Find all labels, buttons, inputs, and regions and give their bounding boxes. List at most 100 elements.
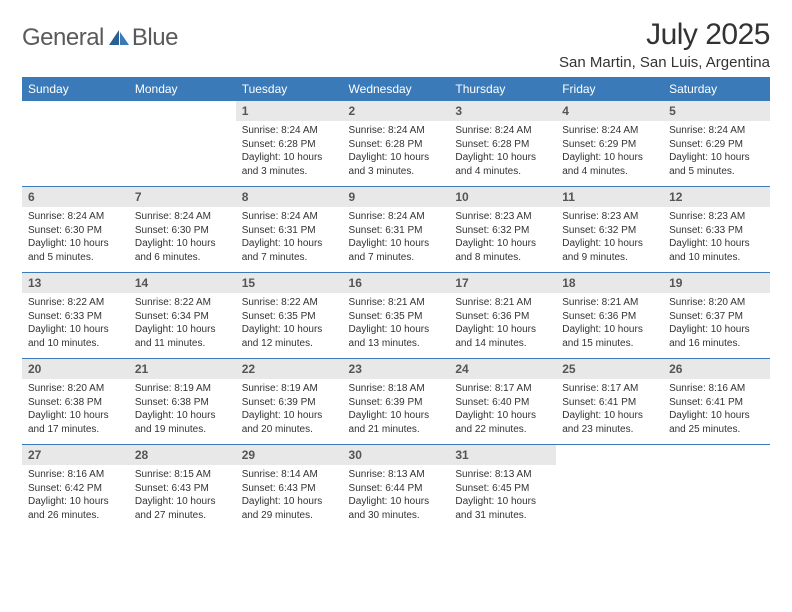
day-detail-cell: Sunrise: 8:18 AMSunset: 6:39 PMDaylight:… bbox=[343, 379, 450, 445]
daylight-line: Daylight: 10 hours and 13 minutes. bbox=[349, 323, 444, 350]
daylight-line: Daylight: 10 hours and 3 minutes. bbox=[349, 151, 444, 178]
sunset-line: Sunset: 6:31 PM bbox=[349, 224, 444, 238]
sunrise-line: Sunrise: 8:20 AM bbox=[28, 382, 123, 396]
day-number-cell: 2 bbox=[343, 101, 450, 121]
sail-icon bbox=[108, 29, 130, 47]
sunrise-line: Sunrise: 8:13 AM bbox=[349, 468, 444, 482]
sunset-line: Sunset: 6:28 PM bbox=[242, 138, 337, 152]
day-detail-cell: Sunrise: 8:24 AMSunset: 6:30 PMDaylight:… bbox=[22, 207, 129, 273]
sunrise-line: Sunrise: 8:17 AM bbox=[562, 382, 657, 396]
day-number-cell: 29 bbox=[236, 445, 343, 466]
day-detail-row: Sunrise: 8:24 AMSunset: 6:30 PMDaylight:… bbox=[22, 207, 770, 273]
sunset-line: Sunset: 6:35 PM bbox=[349, 310, 444, 324]
sunset-line: Sunset: 6:38 PM bbox=[28, 396, 123, 410]
daylight-line: Daylight: 10 hours and 11 minutes. bbox=[135, 323, 230, 350]
location-text: San Martin, San Luis, Argentina bbox=[559, 54, 770, 71]
day-detail-cell: Sunrise: 8:16 AMSunset: 6:42 PMDaylight:… bbox=[22, 465, 129, 530]
weekday-header: Tuesday bbox=[236, 77, 343, 101]
sunrise-line: Sunrise: 8:21 AM bbox=[562, 296, 657, 310]
daylight-line: Daylight: 10 hours and 8 minutes. bbox=[455, 237, 550, 264]
daylight-line: Daylight: 10 hours and 5 minutes. bbox=[28, 237, 123, 264]
sunrise-line: Sunrise: 8:19 AM bbox=[242, 382, 337, 396]
day-detail-cell: Sunrise: 8:13 AMSunset: 6:45 PMDaylight:… bbox=[449, 465, 556, 530]
sunset-line: Sunset: 6:36 PM bbox=[455, 310, 550, 324]
day-number-cell bbox=[129, 101, 236, 121]
sunrise-line: Sunrise: 8:13 AM bbox=[455, 468, 550, 482]
day-number-cell bbox=[22, 101, 129, 121]
daylight-line: Daylight: 10 hours and 12 minutes. bbox=[242, 323, 337, 350]
day-detail-cell: Sunrise: 8:24 AMSunset: 6:29 PMDaylight:… bbox=[556, 121, 663, 187]
day-detail-cell: Sunrise: 8:13 AMSunset: 6:44 PMDaylight:… bbox=[343, 465, 450, 530]
brand-logo: General Blue bbox=[22, 24, 178, 52]
sunset-line: Sunset: 6:38 PM bbox=[135, 396, 230, 410]
sunrise-line: Sunrise: 8:24 AM bbox=[135, 210, 230, 224]
day-detail-cell bbox=[129, 121, 236, 187]
day-detail-cell: Sunrise: 8:15 AMSunset: 6:43 PMDaylight:… bbox=[129, 465, 236, 530]
sunrise-line: Sunrise: 8:24 AM bbox=[669, 124, 764, 138]
daylight-line: Daylight: 10 hours and 30 minutes. bbox=[349, 495, 444, 522]
day-detail-cell: Sunrise: 8:24 AMSunset: 6:28 PMDaylight:… bbox=[449, 121, 556, 187]
day-detail-cell: Sunrise: 8:19 AMSunset: 6:39 PMDaylight:… bbox=[236, 379, 343, 445]
sunrise-line: Sunrise: 8:22 AM bbox=[28, 296, 123, 310]
daylight-line: Daylight: 10 hours and 10 minutes. bbox=[669, 237, 764, 264]
day-number-cell: 18 bbox=[556, 273, 663, 294]
daylight-line: Daylight: 10 hours and 4 minutes. bbox=[562, 151, 657, 178]
day-number-cell: 23 bbox=[343, 359, 450, 380]
day-number-cell: 27 bbox=[22, 445, 129, 466]
sunset-line: Sunset: 6:32 PM bbox=[455, 224, 550, 238]
day-detail-row: Sunrise: 8:20 AMSunset: 6:38 PMDaylight:… bbox=[22, 379, 770, 445]
day-detail-cell: Sunrise: 8:17 AMSunset: 6:41 PMDaylight:… bbox=[556, 379, 663, 445]
sunrise-line: Sunrise: 8:24 AM bbox=[28, 210, 123, 224]
daylight-line: Daylight: 10 hours and 5 minutes. bbox=[669, 151, 764, 178]
sunset-line: Sunset: 6:41 PM bbox=[562, 396, 657, 410]
day-number-cell: 25 bbox=[556, 359, 663, 380]
day-number-cell: 10 bbox=[449, 187, 556, 208]
sunrise-line: Sunrise: 8:24 AM bbox=[349, 210, 444, 224]
sunset-line: Sunset: 6:31 PM bbox=[242, 224, 337, 238]
sunrise-line: Sunrise: 8:24 AM bbox=[349, 124, 444, 138]
day-number-cell: 8 bbox=[236, 187, 343, 208]
day-number-cell: 4 bbox=[556, 101, 663, 121]
day-detail-cell: Sunrise: 8:17 AMSunset: 6:40 PMDaylight:… bbox=[449, 379, 556, 445]
sunrise-line: Sunrise: 8:18 AM bbox=[349, 382, 444, 396]
day-detail-cell bbox=[556, 465, 663, 530]
day-number-cell: 16 bbox=[343, 273, 450, 294]
day-detail-row: Sunrise: 8:22 AMSunset: 6:33 PMDaylight:… bbox=[22, 293, 770, 359]
sunset-line: Sunset: 6:44 PM bbox=[349, 482, 444, 496]
sunset-line: Sunset: 6:29 PM bbox=[669, 138, 764, 152]
day-detail-cell: Sunrise: 8:14 AMSunset: 6:43 PMDaylight:… bbox=[236, 465, 343, 530]
day-number-cell: 17 bbox=[449, 273, 556, 294]
day-detail-cell: Sunrise: 8:24 AMSunset: 6:31 PMDaylight:… bbox=[343, 207, 450, 273]
sunrise-line: Sunrise: 8:19 AM bbox=[135, 382, 230, 396]
brand-word1: General bbox=[22, 24, 104, 52]
daylight-line: Daylight: 10 hours and 3 minutes. bbox=[242, 151, 337, 178]
daylight-line: Daylight: 10 hours and 6 minutes. bbox=[135, 237, 230, 264]
daylight-line: Daylight: 10 hours and 9 minutes. bbox=[562, 237, 657, 264]
daylight-line: Daylight: 10 hours and 10 minutes. bbox=[28, 323, 123, 350]
day-detail-cell: Sunrise: 8:24 AMSunset: 6:30 PMDaylight:… bbox=[129, 207, 236, 273]
daylight-line: Daylight: 10 hours and 20 minutes. bbox=[242, 409, 337, 436]
sunrise-line: Sunrise: 8:22 AM bbox=[242, 296, 337, 310]
page-title: July 2025 bbox=[559, 18, 770, 52]
day-number-row: 2728293031 bbox=[22, 445, 770, 466]
calendar-table: Sunday Monday Tuesday Wednesday Thursday… bbox=[22, 77, 770, 530]
daylight-line: Daylight: 10 hours and 16 minutes. bbox=[669, 323, 764, 350]
day-detail-cell: Sunrise: 8:22 AMSunset: 6:35 PMDaylight:… bbox=[236, 293, 343, 359]
sunset-line: Sunset: 6:32 PM bbox=[562, 224, 657, 238]
day-number-row: 13141516171819 bbox=[22, 273, 770, 294]
day-number-cell: 9 bbox=[343, 187, 450, 208]
sunrise-line: Sunrise: 8:15 AM bbox=[135, 468, 230, 482]
sunrise-line: Sunrise: 8:23 AM bbox=[455, 210, 550, 224]
day-detail-cell bbox=[663, 465, 770, 530]
day-number-cell: 7 bbox=[129, 187, 236, 208]
day-detail-cell: Sunrise: 8:21 AMSunset: 6:36 PMDaylight:… bbox=[449, 293, 556, 359]
daylight-line: Daylight: 10 hours and 4 minutes. bbox=[455, 151, 550, 178]
sunset-line: Sunset: 6:30 PM bbox=[28, 224, 123, 238]
sunrise-line: Sunrise: 8:24 AM bbox=[562, 124, 657, 138]
sunset-line: Sunset: 6:35 PM bbox=[242, 310, 337, 324]
day-detail-cell: Sunrise: 8:21 AMSunset: 6:36 PMDaylight:… bbox=[556, 293, 663, 359]
day-detail-cell bbox=[22, 121, 129, 187]
calendar-body: 12345Sunrise: 8:24 AMSunset: 6:28 PMDayl… bbox=[22, 101, 770, 530]
sunrise-line: Sunrise: 8:24 AM bbox=[242, 124, 337, 138]
sunrise-line: Sunrise: 8:16 AM bbox=[28, 468, 123, 482]
